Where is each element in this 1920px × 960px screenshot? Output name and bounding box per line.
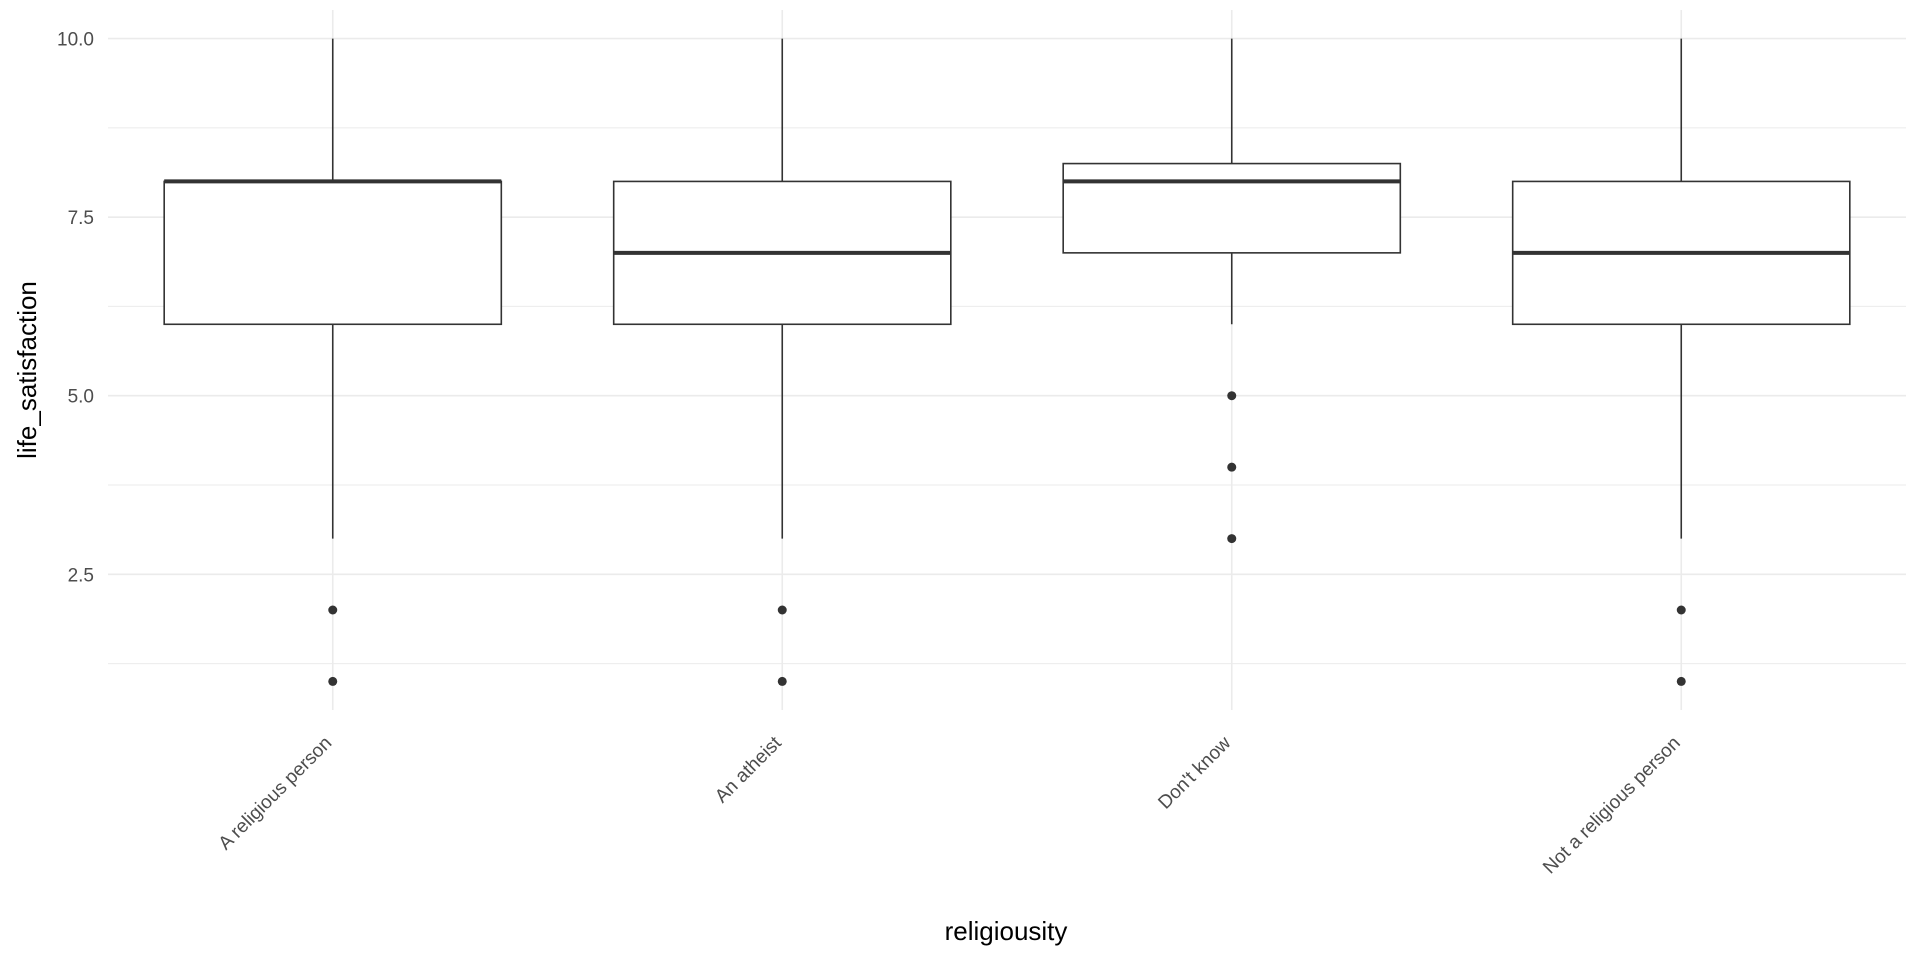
outlier-point — [328, 676, 338, 686]
box-iqr — [163, 180, 503, 326]
box-group — [1511, 38, 1851, 686]
x-tick-label: Don't know — [1154, 732, 1235, 813]
outlier-point — [1227, 534, 1237, 544]
grid-layer — [108, 10, 1906, 710]
y-tick-label: 7.5 — [68, 208, 94, 229]
x-axis-title: religiousity — [945, 916, 1068, 946]
outlier-point — [1227, 391, 1237, 401]
box-group — [612, 38, 952, 686]
outlier-point — [1676, 605, 1686, 615]
box-layer — [163, 38, 1851, 686]
outlier-point — [777, 676, 787, 686]
axis-layer: 2.5 5.0 7.5 10.0 A religious person An atheis… — [57, 30, 1685, 879]
x-tick-label: Not a religious person — [1539, 733, 1685, 879]
box-group — [163, 38, 503, 686]
y-tick-label: 2.5 — [68, 565, 94, 586]
outlier-point — [777, 605, 787, 615]
box-iqr — [1062, 162, 1402, 254]
outlier-point — [1227, 462, 1237, 472]
y-tick-label: 5.0 — [68, 387, 94, 408]
x-tick-label: A religious person — [215, 733, 337, 855]
outlier-point — [1676, 676, 1686, 686]
x-tick-label: An atheist — [711, 732, 786, 807]
box-group — [1062, 38, 1402, 544]
outlier-point — [328, 605, 338, 615]
y-tick-label: 10.0 — [57, 30, 94, 51]
y-axis-title: life_satisfaction — [12, 281, 42, 459]
